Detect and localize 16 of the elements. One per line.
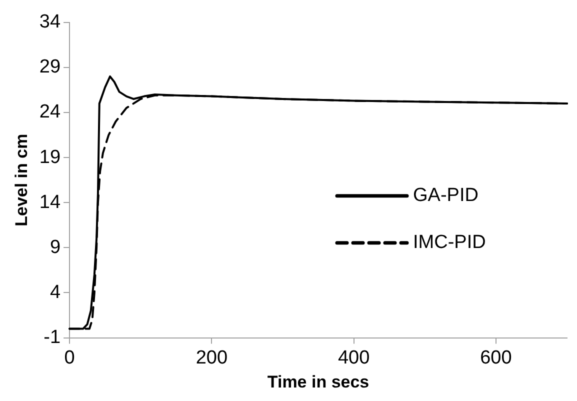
y-tick-label: 34 <box>39 12 61 33</box>
y-tick-label: -1 <box>44 327 61 348</box>
x-tick-label: 200 <box>196 347 228 368</box>
legend-label: GA-PID <box>413 185 478 206</box>
y-tick-label: 4 <box>50 282 61 303</box>
y-axis-title: Level in cm <box>12 134 31 226</box>
x-axis-title: Time in secs <box>267 372 370 392</box>
x-tick-label: 0 <box>64 347 75 368</box>
x-tick-label: 400 <box>338 347 370 368</box>
legend-label: IMC-PID <box>413 232 486 254</box>
y-tick-label: 14 <box>39 192 61 213</box>
y-tick-label: 19 <box>39 146 61 168</box>
y-tick-label: 9 <box>50 236 61 258</box>
x-tick-label: 600 <box>480 347 512 368</box>
y-tick-label: 24 <box>39 102 61 123</box>
y-tick-label: 29 <box>39 56 61 78</box>
